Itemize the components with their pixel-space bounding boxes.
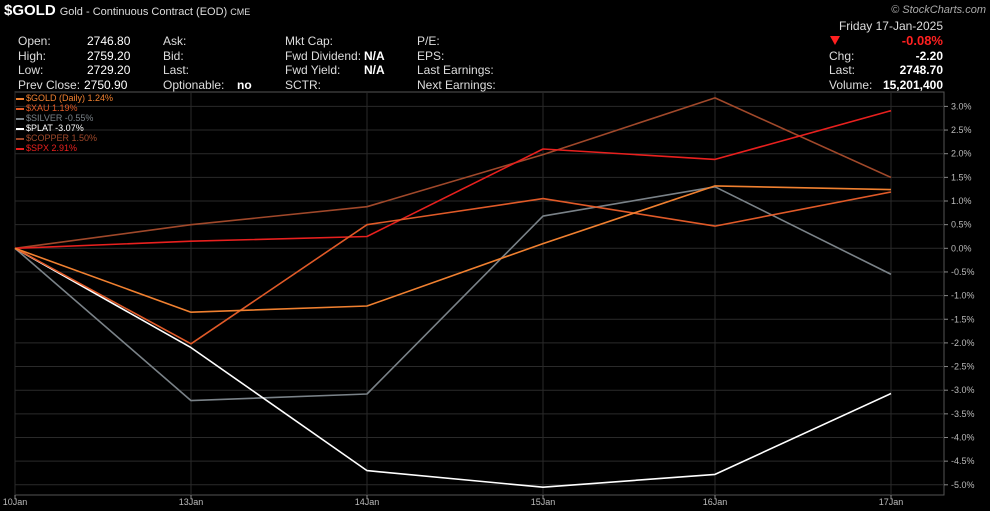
last-price-value: 2748.70 [899,63,943,77]
plot-frame [14,91,945,496]
legend-swatch [16,117,24,120]
change-percent: -0.08% [901,33,943,48]
optionable-label: Optionable: [163,78,225,92]
fwd-yield-value: N/A [364,63,385,77]
instrument-description: Gold - Continuous Contract (EOD) [59,6,228,18]
legend-entry: $PLAT -3.07% [16,123,113,133]
y-tick-label: -3.5% [951,409,975,419]
down-arrow-icon [830,36,840,45]
y-tick-label: -5.0% [951,480,975,490]
y-tick-label: -4.5% [951,456,975,466]
low-label: Low: [18,63,44,77]
y-tick-label: -3.0% [951,385,975,395]
volume-value: 15,201,400 [882,78,943,92]
y-tick-label: -4.0% [951,433,975,443]
y-tick-label: 0.5% [951,220,972,230]
legend-entry: $SILVER -0.55% [16,113,113,123]
quote-date: Friday 17-Jan-2025 [838,19,943,33]
open-label: Open: [18,34,51,48]
prev-close-value: 2750.90 [84,78,128,92]
open-value: 2746.80 [87,34,131,48]
mkt-cap-label: Mkt Cap: [285,34,334,48]
y-tick-label: -2.0% [951,338,975,348]
legend-swatch [16,147,24,150]
legend-label: $PLAT -3.07% [26,123,84,133]
last-price-label: Last: [829,63,856,77]
fwd-dividend-value: N/A [364,49,385,63]
exchange: CME [230,7,251,17]
chg-label: Chg: [829,49,855,63]
legend-swatch [16,97,24,100]
series-line-spx [14,109,892,250]
eps-label: EPS: [417,49,445,63]
ticker-title: $GOLD Gold - Continuous Contract (EOD) CME [4,2,250,19]
next-earnings-label: Next Earnings: [417,78,496,92]
y-tick-label: 3.0% [951,101,972,111]
legend-swatch [16,137,24,140]
legend-swatch [16,107,24,110]
bid-label: Bid: [163,49,184,63]
optionable-value: no [237,78,252,92]
fwd-dividend-label: Fwd Dividend: [285,49,362,63]
quote-header: $GOLD Gold - Continuous Contract (EOD) CME… [0,0,990,92]
symbol: $GOLD [4,2,56,19]
ask-label: Ask: [163,34,187,48]
y-tick-label: -1.5% [951,314,975,324]
x-tick-label: 16Jan [703,497,728,507]
legend-label: $GOLD (Daily) 1.24% [26,93,114,103]
high-label: High: [18,49,47,63]
x-tick-label: 14Jan [355,497,380,507]
y-tick-label: 0.0% [951,243,972,253]
y-tick-label: -2.5% [951,362,975,372]
last-label: Last: [163,63,190,77]
x-tick-label: 17Jan [879,497,904,507]
legend-entry: $COPPER 1.50% [16,133,113,143]
volume-label: Volume: [829,78,873,92]
high-value: 2759.20 [87,49,131,63]
legend-label: $XAU 1.19% [26,103,78,113]
series-line-silver [14,186,892,402]
y-tick-label: 1.5% [951,172,972,182]
stockcharts-logo[interactable]: © StockCharts.com [891,4,986,16]
chg-value: -2.20 [915,49,943,63]
fwd-yield-label: Fwd Yield: [285,63,341,77]
x-tick-label: 15Jan [531,497,556,507]
series-line-xau [14,191,892,345]
low-value: 2729.20 [87,63,131,77]
y-tick-label: 2.5% [951,125,972,135]
chart-legend: $GOLD (Daily) 1.24% $XAU 1.19% $SILVER -0.… [16,93,113,153]
series-line-plat [14,247,892,489]
pe-label: P/E: [417,34,440,48]
y-tick-label: 1.0% [951,196,972,206]
last-earnings-label: Last Earnings: [417,63,494,77]
sctr-label: SCTR: [285,78,321,92]
x-tick-label: 13Jan [179,497,204,507]
legend-label: $SPX 2.91% [26,143,78,153]
legend-label: $COPPER 1.50% [26,133,98,143]
legend-entry: $GOLD (Daily) 1.24% [16,93,113,103]
legend-swatch [16,127,24,130]
x-tick-label: 10Jan [3,497,28,507]
y-tick-label: -0.5% [951,267,975,277]
y-tick-label: 2.0% [951,149,972,159]
legend-label: $SILVER -0.55% [26,113,94,123]
series-line-copper [14,97,892,250]
legend-entry: $XAU 1.19% [16,103,113,113]
series-line-golddaily [14,185,892,314]
y-tick-label: -1.0% [951,291,975,301]
legend-entry: $SPX 2.91% [16,143,113,153]
prev-close-label: Prev Close: [18,78,81,92]
